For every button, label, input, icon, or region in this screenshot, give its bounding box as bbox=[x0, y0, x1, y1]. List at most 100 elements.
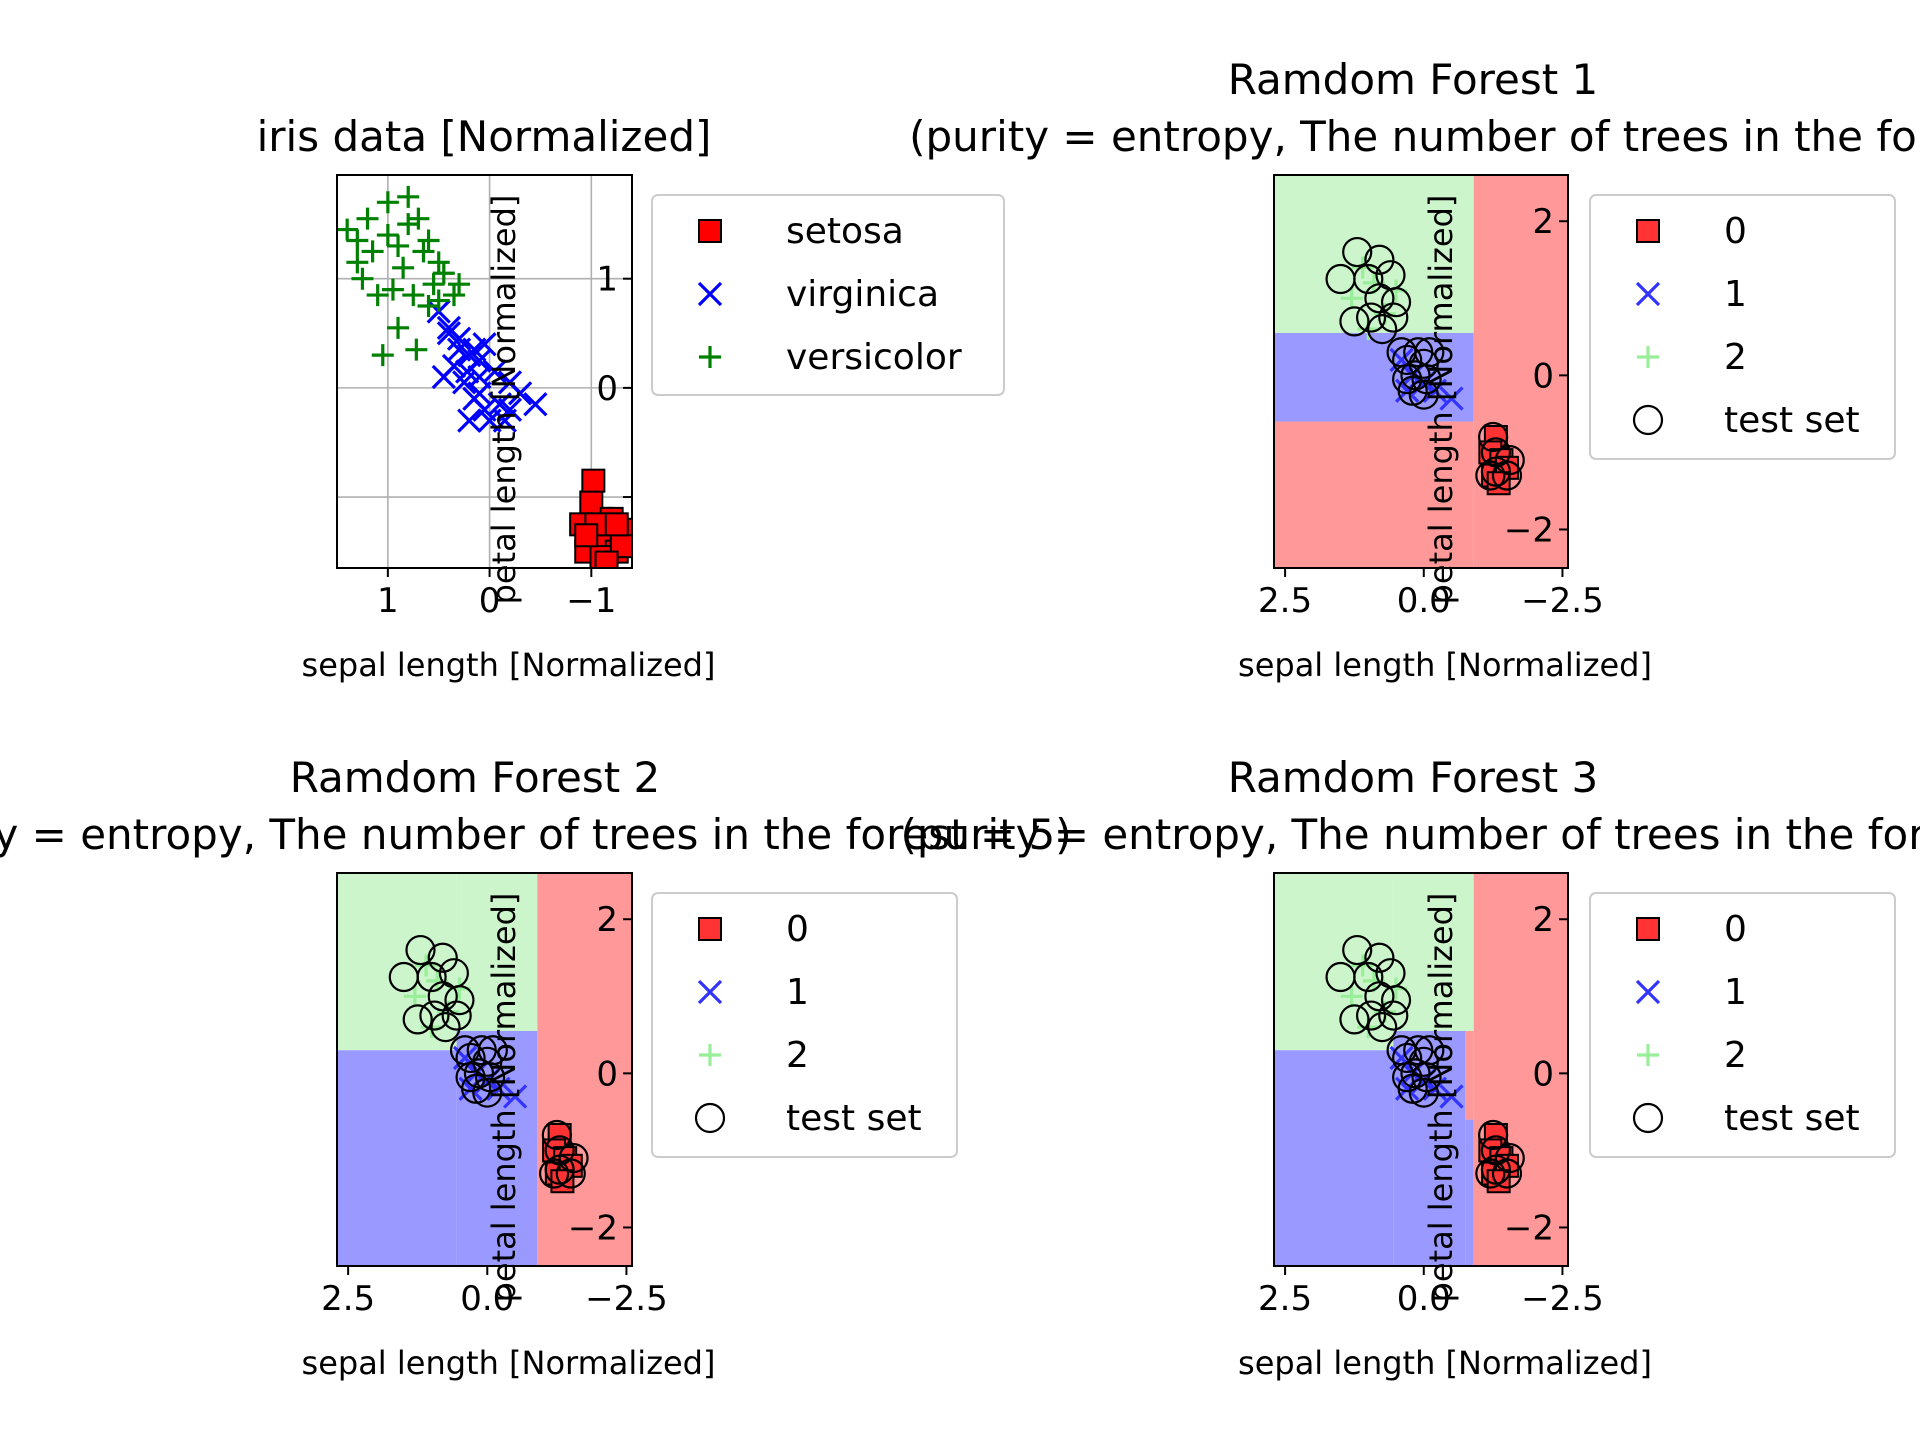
point-test-set bbox=[1392, 1042, 1423, 1074]
point-test-set bbox=[1342, 934, 1373, 966]
point-versicolor bbox=[397, 213, 420, 236]
y-tick-label: 0 bbox=[1532, 356, 1554, 396]
point-versicolor bbox=[417, 229, 440, 252]
point-virginica bbox=[523, 392, 548, 417]
x-tick-label: 0.0 bbox=[1397, 1279, 1451, 1319]
point-1 bbox=[1439, 1084, 1464, 1109]
point-versicolor bbox=[392, 256, 415, 279]
decision-regions bbox=[1274, 175, 1568, 568]
x-tick-label: 2.5 bbox=[321, 1279, 375, 1319]
y-tick-label: −2 bbox=[1504, 510, 1554, 550]
point-test-set bbox=[472, 1077, 503, 1108]
legend-box bbox=[651, 892, 958, 1158]
y-axis-label: petal length [Normalized] bbox=[485, 893, 523, 1303]
point-test-set bbox=[1339, 1004, 1370, 1035]
legend-label: setosa bbox=[786, 211, 904, 252]
point-test-set bbox=[1342, 236, 1373, 268]
data-points bbox=[388, 934, 589, 1194]
point-test-set bbox=[1478, 421, 1509, 453]
point-virginica bbox=[482, 359, 507, 384]
point-versicolor bbox=[376, 224, 399, 247]
point-versicolor bbox=[371, 344, 394, 367]
point-2 bbox=[1351, 256, 1374, 279]
axes-frame bbox=[1273, 872, 1569, 1267]
legend-marker-test-set bbox=[694, 1102, 726, 1134]
axes-frame bbox=[1273, 174, 1569, 569]
region-class-0 bbox=[1473, 873, 1568, 1266]
point-versicolor bbox=[405, 338, 428, 361]
data-points bbox=[1325, 934, 1525, 1194]
legend: 0 1 2 test set bbox=[1589, 892, 1896, 1158]
chart-iris: 1 0 −1 1 0 sepal length [Normalized] petal len… bbox=[302, 174, 716, 684]
axes-frame bbox=[336, 174, 633, 569]
x-tick-label: −2.5 bbox=[1521, 1279, 1604, 1319]
point-test-set bbox=[1364, 942, 1395, 973]
legend-marker-0 bbox=[1636, 219, 1660, 243]
legends-layer: setosa virginica versicolor 0 1 2 test set 0 1 2 t… bbox=[651, 194, 1896, 1158]
point-1 bbox=[1439, 386, 1464, 411]
legend-marker-1 bbox=[1635, 281, 1661, 307]
x-tick-label: 2.5 bbox=[1258, 1279, 1312, 1319]
legend-label: 2 bbox=[1724, 1035, 1747, 1076]
title-rf1: Ramdom Forest 1 (purity = entropy, The nu… bbox=[909, 55, 1917, 161]
chart-title: Ramdom Forest 1 bbox=[1228, 55, 1599, 104]
y-tick-label: 2 bbox=[596, 900, 618, 940]
decision-regions bbox=[337, 873, 632, 1266]
legend: 0 1 2 test set bbox=[651, 892, 958, 1158]
legend-marker-virginica bbox=[697, 281, 723, 307]
point-test-set bbox=[1353, 263, 1384, 295]
point-setosa bbox=[581, 468, 606, 493]
point-test-set bbox=[1408, 379, 1439, 410]
point-test-set bbox=[1367, 314, 1398, 345]
point-test-set bbox=[402, 1004, 433, 1035]
point-setosa bbox=[594, 550, 619, 568]
point-versicolor bbox=[422, 273, 445, 296]
point-2 bbox=[1340, 287, 1363, 310]
region-class-0 bbox=[537, 873, 632, 1266]
legend-label: 1 bbox=[1724, 972, 1747, 1013]
point-test-set bbox=[416, 961, 447, 993]
point-versicolor bbox=[407, 207, 430, 230]
point-test-set bbox=[541, 1119, 572, 1151]
y-tick-label: −2 bbox=[1504, 1208, 1554, 1248]
region-class-1 bbox=[337, 1050, 457, 1266]
point-virginica bbox=[436, 315, 462, 340]
x-tick-label: 1 bbox=[377, 581, 399, 621]
point-virginica bbox=[457, 408, 482, 433]
point-test-set bbox=[1339, 306, 1370, 337]
legend-marker-versicolor bbox=[699, 346, 721, 368]
point-setosa bbox=[579, 490, 604, 515]
legend-marker-2 bbox=[1637, 1044, 1659, 1066]
x-tick-label: 0.0 bbox=[1397, 581, 1451, 621]
point-test-set bbox=[1378, 302, 1409, 333]
y-tick-label: 0 bbox=[596, 1054, 618, 1094]
point-2 bbox=[1340, 985, 1363, 1008]
data-points bbox=[337, 185, 632, 568]
point-test-set bbox=[405, 934, 436, 966]
point-versicolor bbox=[351, 267, 374, 290]
legend-marker-test-set bbox=[1632, 1102, 1664, 1134]
y-tick-label: 1 bbox=[596, 260, 618, 300]
point-1 bbox=[502, 1084, 528, 1109]
y-tick-label: 2 bbox=[1532, 900, 1554, 940]
legend-marker-0 bbox=[1636, 917, 1660, 941]
region-class-0 bbox=[1465, 1030, 1474, 1120]
title-rf2: Ramdom Forest 2 (purity = entropy, The nu… bbox=[0, 753, 1072, 859]
point-setosa bbox=[574, 523, 599, 548]
point-virginica bbox=[492, 408, 517, 433]
x-axis-label: sepal length [Normalized] bbox=[302, 646, 716, 684]
point-test-set bbox=[455, 1042, 486, 1074]
point-test-set bbox=[1475, 460, 1506, 491]
legend-label: 2 bbox=[1724, 337, 1747, 378]
title-rf3: Ramdom Forest 3 (purity = entropy, The nu… bbox=[901, 753, 1920, 859]
point-versicolor bbox=[442, 284, 465, 307]
point-0 bbox=[1486, 1169, 1511, 1194]
legend-label: versicolor bbox=[786, 337, 962, 378]
point-test-set bbox=[1475, 1158, 1506, 1189]
legend-marker-1 bbox=[1635, 979, 1661, 1005]
legend-marker-test-set bbox=[1632, 404, 1664, 436]
legend-box bbox=[1589, 194, 1896, 460]
titles-layer: iris data [Normalized] Ramdom Forest 1 (pu… bbox=[0, 55, 1920, 859]
point-virginica bbox=[467, 381, 492, 406]
x-axis-label: sepal length [Normalized] bbox=[1238, 646, 1652, 684]
